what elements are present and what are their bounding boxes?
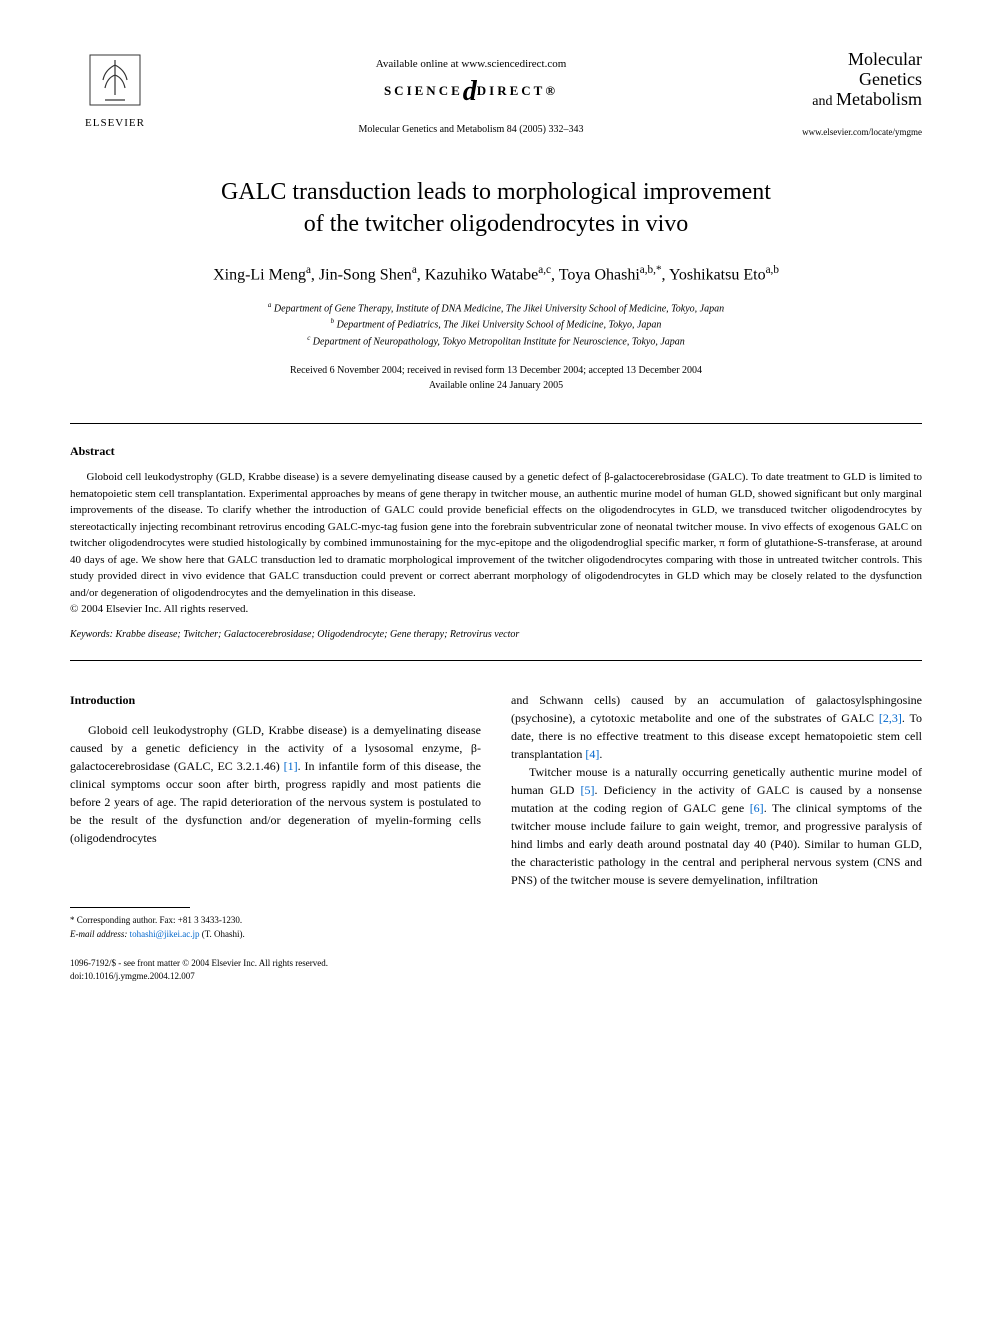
journal-metabolism: Metabolism bbox=[836, 89, 922, 109]
elsevier-tree-icon bbox=[70, 50, 160, 115]
author-list: Xing-Li Menga, Jin-Song Shena, Kazuhiko … bbox=[70, 264, 922, 284]
introduction-heading: Introduction bbox=[70, 691, 481, 709]
affiliation-a-text: Department of Gene Therapy, Institute of… bbox=[274, 303, 724, 314]
article-dates: Received 6 November 2004; received in re… bbox=[70, 363, 922, 393]
ref-link-4[interactable]: [4] bbox=[585, 747, 599, 761]
publisher-name: ELSEVIER bbox=[70, 117, 160, 129]
dates-line1: Received 6 November 2004; received in re… bbox=[290, 365, 702, 376]
publisher-logo: ELSEVIER bbox=[70, 50, 160, 129]
body-col-right: and Schwann cells) caused by an accumula… bbox=[511, 691, 922, 982]
affiliations-block: a Department of Gene Therapy, Institute … bbox=[70, 300, 922, 349]
journal-title-line2: and Metabolism bbox=[782, 90, 922, 110]
keywords-line: Keywords: Krabbe disease; Twitcher; Gala… bbox=[70, 629, 922, 640]
citation-line: Molecular Genetics and Metabolism 84 (20… bbox=[160, 124, 782, 135]
abstract-text: Globoid cell leukodystrophy (GLD, Krabbe… bbox=[70, 469, 922, 601]
affiliation-c: c Department of Neuropathology, Tokyo Me… bbox=[70, 333, 922, 349]
email-footnote: E-mail address: tohashi@jikei.ac.jp (T. … bbox=[70, 928, 481, 942]
ref-link-5[interactable]: [5] bbox=[581, 783, 595, 797]
body-col-left: Introduction Globoid cell leukodystrophy… bbox=[70, 691, 481, 982]
footer-block: 1096-7192/$ - see front matter © 2004 El… bbox=[70, 957, 481, 982]
col2-p1-pre: and Schwann cells) caused by an accumula… bbox=[511, 693, 922, 725]
available-online-text: Available online at www.sciencedirect.co… bbox=[160, 58, 782, 70]
intro-para-1-cont: and Schwann cells) caused by an accumula… bbox=[511, 691, 922, 763]
journal-logo-block: Molecular Genetics and Metabolism www.el… bbox=[782, 50, 922, 137]
ref-link-1[interactable]: [1] bbox=[284, 759, 298, 773]
journal-url: www.elsevier.com/locate/ymgme bbox=[782, 127, 922, 137]
email-link[interactable]: tohashi@jikei.ac.jp bbox=[130, 929, 200, 939]
keywords-label: Keywords: bbox=[70, 629, 113, 640]
corresponding-author-footnote: * Corresponding author. Fax: +81 3 3433-… bbox=[70, 914, 481, 928]
journal-and: and bbox=[812, 94, 836, 109]
title-line2: of the twitcher oligodendrocytes in vivo bbox=[304, 211, 689, 237]
intro-para-2: Twitcher mouse is a naturally occurring … bbox=[511, 763, 922, 889]
body-columns: Introduction Globoid cell leukodystrophy… bbox=[70, 691, 922, 982]
email-who: (T. Ohashi). bbox=[199, 929, 244, 939]
sd-at-icon: d bbox=[463, 76, 477, 107]
sciencedirect-logo: SCIENCEdDIRECT® bbox=[160, 76, 782, 108]
footer-line2: doi:10.1016/j.ymgme.2004.12.007 bbox=[70, 971, 195, 981]
divider-top bbox=[70, 423, 922, 424]
col2-p1-post: . bbox=[599, 747, 602, 761]
journal-title-line1: Molecular Genetics bbox=[782, 50, 922, 90]
article-title: GALC transduction leads to morphological… bbox=[70, 177, 922, 239]
abstract-copyright: © 2004 Elsevier Inc. All rights reserved… bbox=[70, 603, 922, 615]
sd-left: SCIENCE bbox=[384, 83, 463, 98]
affiliation-b: b Department of Pediatrics, The Jikei Un… bbox=[70, 316, 922, 332]
abstract-heading: Abstract bbox=[70, 444, 922, 459]
footnote-separator bbox=[70, 907, 190, 908]
affiliation-b-text: Department of Pediatrics, The Jikei Univ… bbox=[337, 320, 662, 331]
header-center: Available online at www.sciencedirect.co… bbox=[160, 50, 782, 135]
affiliation-c-text: Department of Neuropathology, Tokyo Metr… bbox=[313, 336, 685, 347]
footer-line1: 1096-7192/$ - see front matter © 2004 El… bbox=[70, 958, 328, 968]
keywords-text: Krabbe disease; Twitcher; Galactocerebro… bbox=[113, 629, 519, 640]
email-label: E-mail address: bbox=[70, 929, 130, 939]
sd-right: DIRECT® bbox=[477, 83, 558, 98]
affiliation-a: a Department of Gene Therapy, Institute … bbox=[70, 300, 922, 316]
ref-link-2-3[interactable]: [2,3] bbox=[879, 711, 902, 725]
divider-bottom bbox=[70, 660, 922, 661]
dates-line2: Available online 24 January 2005 bbox=[429, 380, 563, 391]
page-header: ELSEVIER Available online at www.science… bbox=[70, 50, 922, 137]
title-line1: GALC transduction leads to morphological… bbox=[221, 179, 771, 205]
ref-link-6[interactable]: [6] bbox=[750, 801, 764, 815]
intro-para-1: Globoid cell leukodystrophy (GLD, Krabbe… bbox=[70, 721, 481, 847]
